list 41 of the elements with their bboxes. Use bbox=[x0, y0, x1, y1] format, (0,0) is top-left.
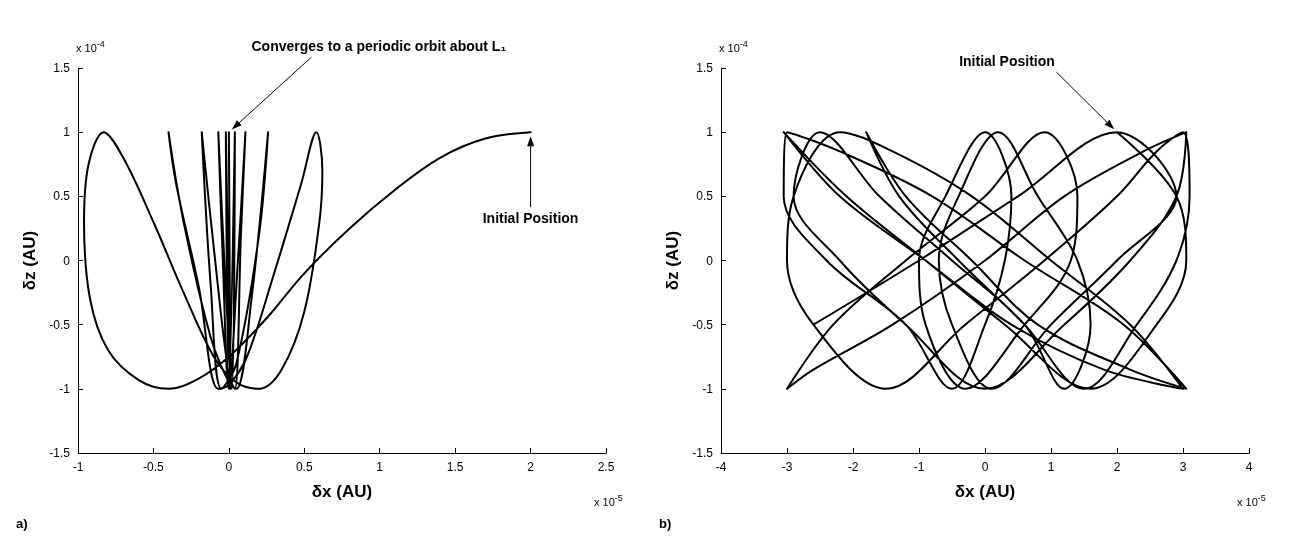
x-tick-label: 1 bbox=[376, 460, 384, 474]
x-tick-label: -3 bbox=[781, 460, 793, 474]
y-tick-label: -1 bbox=[702, 381, 714, 396]
y-tick-label: -1 bbox=[59, 381, 71, 396]
y-tick-label: 0 bbox=[63, 253, 71, 268]
y-tick-label: -0.5 bbox=[49, 317, 71, 332]
line-series bbox=[782, 131, 1191, 390]
y-tick-label: 0 bbox=[706, 253, 714, 268]
x-tick-label: 0 bbox=[981, 460, 989, 474]
y-tick-label: -1.5 bbox=[49, 446, 71, 460]
x-tick-label: -1 bbox=[72, 460, 84, 474]
x-tick-label: 3 bbox=[1179, 460, 1187, 474]
text: a) bbox=[16, 516, 28, 531]
y-tick-label: 1 bbox=[706, 125, 714, 140]
x-tick-label: 2.5 bbox=[597, 460, 615, 474]
y-tick-label: 1.5 bbox=[53, 61, 71, 75]
y-tick-label: -0.5 bbox=[692, 317, 714, 332]
text: Converges to a periodic orbit about L₁ bbox=[251, 38, 507, 55]
x-tick-label: 0 bbox=[225, 460, 233, 474]
y-tick-label: 1 bbox=[63, 125, 71, 140]
x-tick-label: 4 bbox=[1245, 460, 1253, 474]
annotation: Initial Position bbox=[482, 210, 579, 227]
x-tick-label: 1.5 bbox=[446, 460, 464, 474]
x-tick-label: -4 bbox=[715, 460, 727, 474]
x-tick-label: -1 bbox=[913, 460, 925, 474]
y-axis-title: δz (AU) bbox=[20, 230, 39, 291]
x-axis-title: δx (AU) bbox=[954, 482, 1016, 501]
x-tick-label: -2 bbox=[847, 460, 859, 474]
y-tick-label: 0.5 bbox=[53, 189, 71, 204]
x-tick-label: -0.5 bbox=[143, 460, 165, 474]
x-tick-label: 1 bbox=[1047, 460, 1055, 474]
x-tick-label: 0.5 bbox=[295, 460, 313, 474]
y-axis-title: δz (AU) bbox=[663, 230, 682, 291]
x-tick-label: 2 bbox=[527, 460, 535, 474]
x-tick-label: 2 bbox=[1113, 460, 1121, 474]
text: b) bbox=[659, 516, 672, 531]
annotation: Initial Position bbox=[959, 53, 1055, 70]
y-tick-label: 0.5 bbox=[696, 189, 714, 204]
x-axis-title: δx (AU) bbox=[311, 482, 373, 501]
y-tick-label: 1.5 bbox=[696, 61, 714, 75]
y-tick-label: -1.5 bbox=[692, 446, 714, 460]
